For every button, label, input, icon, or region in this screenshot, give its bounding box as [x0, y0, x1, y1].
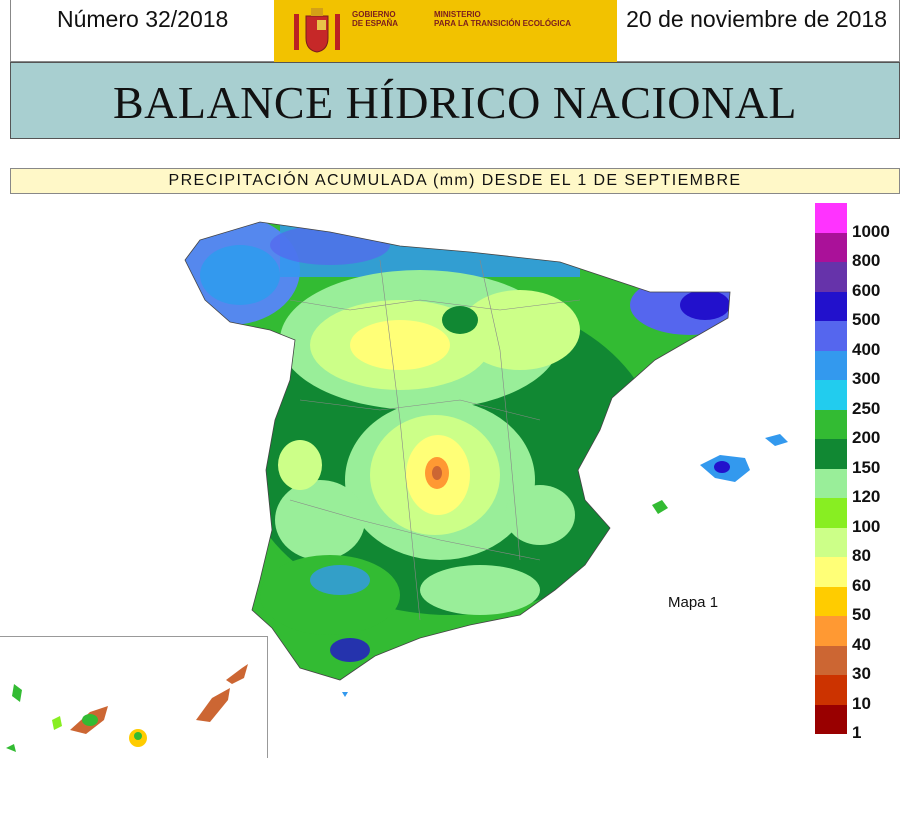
coat-of-arms-icon: [294, 8, 340, 53]
map-subtitle-bar: PRECIPITACIÓN ACUMULADA (mm) DESDE EL 1 …: [10, 168, 900, 194]
legend-swatch: [815, 321, 847, 351]
legend-swatch: [815, 203, 847, 233]
legend-swatch: [815, 586, 847, 616]
title-bar: BALANCE HÍDRICO NACIONAL: [10, 62, 900, 139]
legend-swatch: [815, 468, 847, 498]
legend-label: 500: [852, 310, 881, 329]
legend-label: 40: [852, 634, 871, 654]
legend-swatch: [815, 262, 847, 292]
canary-islands: [6, 664, 248, 752]
precipitation-map: [6, 221, 788, 752]
legend-label: 1000: [852, 221, 890, 241]
alboran-island: [342, 692, 348, 697]
legend-label: 250: [852, 398, 881, 418]
legend-label: 10: [852, 693, 871, 713]
legend-label: 80: [852, 546, 871, 565]
legend-swatch: [815, 557, 847, 587]
legend-label: 60: [852, 575, 871, 595]
ministerio-text: MINISTERIO PARA LA TRANSICIÓN ECOLÓGICA: [434, 10, 572, 28]
map-subtitle: PRECIPITACIÓN ACUMULADA (mm) DESDE EL 1 …: [168, 172, 742, 189]
legend-swatch: [815, 409, 847, 439]
color-legend: [815, 203, 847, 734]
legend-swatch: [815, 527, 847, 557]
legend-label: 1: [852, 723, 862, 742]
legend-swatch: [815, 350, 847, 380]
peninsula-fill: [185, 222, 730, 680]
coastline: [184, 221, 731, 681]
legend-swatch: [815, 380, 847, 410]
legend-swatch: [815, 645, 847, 675]
legend-swatch: [815, 704, 847, 734]
header-bar: Número 32/2018 GOBIERNO DE ESPAÑA MINIST…: [10, 0, 900, 62]
legend-label: 800: [852, 251, 881, 270]
government-logo: GOBIERNO DE ESPAÑA MINISTERIO PARA LA TR…: [274, 0, 617, 62]
legend-label: 300: [852, 369, 881, 388]
legend-swatch: [815, 291, 847, 321]
page-title: BALANCE HÍDRICO NACIONAL: [112, 77, 798, 128]
publication-date: 20 de noviembre de 2018: [626, 6, 887, 32]
legend-label: 600: [852, 280, 881, 300]
issue-number: Número 32/2018: [57, 6, 229, 32]
map-label: Mapa 1: [668, 594, 719, 611]
legend-swatch: [815, 498, 847, 528]
legend-label: 400: [852, 339, 881, 359]
legend-swatch: [815, 232, 847, 262]
legend-label: 50: [852, 605, 871, 624]
legend-label: 120: [852, 487, 881, 506]
legend-label: 150: [852, 457, 881, 477]
legend-label: 30: [852, 664, 871, 683]
legend-label: 200: [852, 428, 881, 447]
balearic-islands: [652, 434, 788, 514]
legend-swatch: [815, 675, 847, 705]
canary-inset-frame: [0, 636, 268, 758]
gobierno-text: GOBIERNO DE ESPAÑA: [352, 10, 399, 28]
legend-swatch: [815, 616, 847, 646]
legend-label: 100: [852, 516, 881, 536]
legend-swatch: [815, 439, 847, 469]
province-borders: [289, 259, 581, 621]
